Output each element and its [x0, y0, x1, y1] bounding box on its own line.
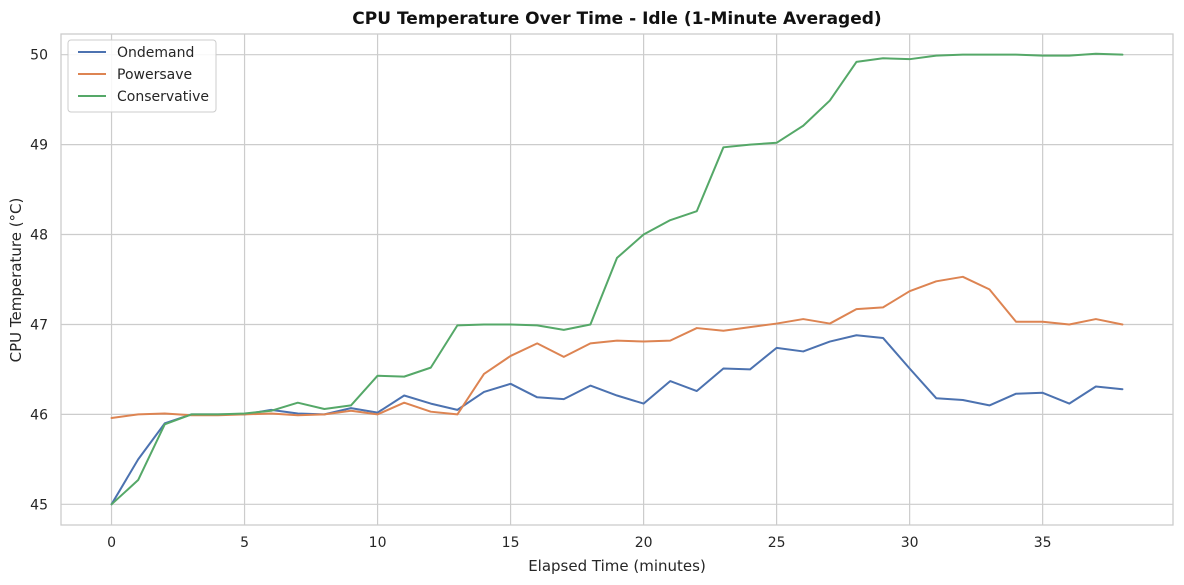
- x-tick-label: 35: [1034, 535, 1052, 551]
- grid-lines: [61, 34, 1173, 525]
- y-tick-label: 46: [30, 407, 48, 423]
- chart-title: CPU Temperature Over Time - Idle (1-Minu…: [352, 9, 881, 29]
- x-tick-label: 25: [768, 535, 786, 551]
- x-tick-label: 5: [240, 535, 249, 551]
- y-tick-label: 48: [30, 228, 48, 244]
- x-tick-label: 30: [901, 535, 919, 551]
- series-lines: [110, 52, 1124, 506]
- x-axis-label: Elapsed Time (minutes): [528, 557, 706, 575]
- y-tick-label: 50: [30, 48, 48, 64]
- legend-box: [67, 39, 217, 113]
- x-tick-label: 15: [502, 535, 520, 551]
- y-tick-label: 49: [30, 138, 48, 154]
- x-tick-label: 20: [635, 535, 653, 551]
- tick-labels: 0 5 10 15 20 25 30 35 45 46 47 48 49 50: [30, 48, 1051, 551]
- series-line-conservative: [110, 52, 1124, 506]
- series-line-powersave: [110, 275, 1124, 419]
- legend-label-powersave: Powersave: [117, 67, 192, 83]
- y-axis-label: CPU Temperature (°C): [7, 198, 25, 363]
- legend: Ondemand Powersave Conservative: [67, 39, 217, 113]
- y-tick-label: 45: [30, 497, 48, 513]
- x-tick-label: 0: [107, 535, 116, 551]
- plot-area-frame: [60, 33, 1174, 526]
- x-tick-label: 10: [369, 535, 387, 551]
- legend-label-ondemand: Ondemand: [117, 45, 194, 61]
- y-tick-label: 47: [30, 317, 48, 333]
- series-line-ondemand: [110, 334, 1124, 506]
- legend-label-conservative: Conservative: [117, 89, 209, 105]
